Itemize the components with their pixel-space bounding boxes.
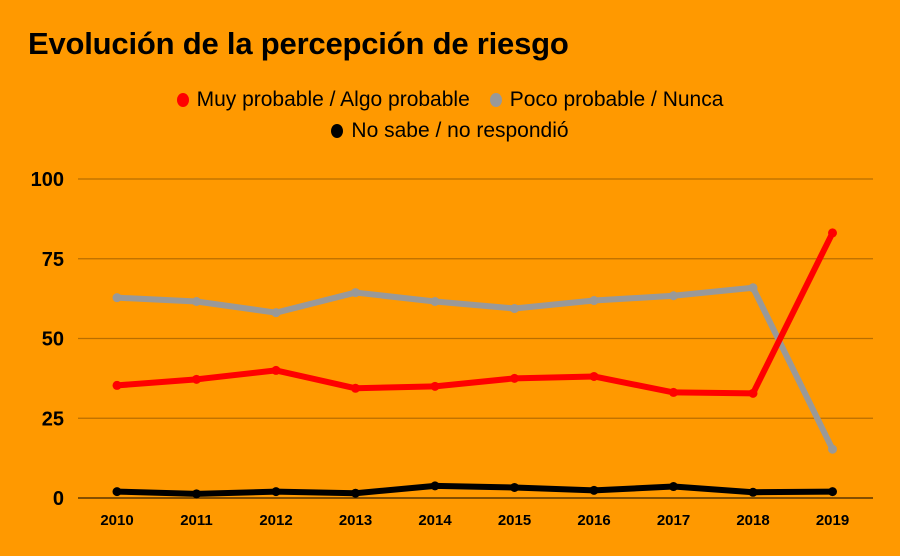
series-line — [114, 229, 836, 397]
chart-title: Evolución de la percepción de riesgo — [28, 26, 569, 61]
legend-row-2: No sabe / no respondió — [0, 119, 900, 143]
series-lines — [112, 228, 837, 499]
series-0 — [112, 228, 837, 398]
data-point — [271, 487, 281, 497]
legend-item-no-sabe: No sabe / no respondió — [331, 119, 569, 143]
legend-marker-gray-icon — [489, 93, 502, 107]
data-point — [271, 365, 281, 375]
x-tick-label: 2016 — [577, 512, 610, 529]
data-point — [112, 487, 122, 497]
data-point — [589, 371, 599, 381]
x-tick-label: 2011 — [180, 512, 213, 529]
y-tick-label: 0 — [53, 488, 64, 510]
series-1 — [112, 283, 837, 454]
x-tick-label: 2017 — [657, 512, 690, 529]
x-tick-label: 2014 — [418, 512, 452, 529]
data-point — [589, 296, 599, 306]
data-point — [748, 283, 758, 293]
data-point — [669, 482, 678, 492]
x-tick-label: 2015 — [498, 512, 531, 529]
legend-label: Muy probable / Algo probable — [196, 88, 470, 111]
data-point — [112, 293, 122, 303]
y-tick-label: 75 — [42, 249, 64, 271]
legend-label: Poco probable / Nunca — [509, 88, 724, 111]
x-tick-label: 2018 — [736, 512, 769, 529]
data-point — [669, 387, 678, 397]
series-2 — [112, 481, 837, 499]
data-point — [669, 291, 678, 301]
legend-marker-red-icon — [176, 93, 189, 107]
legend-item-muy-probable: Muy probable / Algo probable — [176, 88, 470, 112]
data-point — [510, 482, 519, 492]
x-tick-label: 2013 — [339, 512, 372, 529]
data-point — [192, 296, 201, 306]
x-axis-ticks: 2010 2011 2012 2013 2014 2015 2016 2017 2018 2019 — [100, 512, 849, 529]
x-tick-label: 2012 — [259, 512, 292, 529]
legend-marker-black-icon — [331, 124, 344, 138]
data-point — [430, 381, 440, 391]
data-point — [351, 488, 360, 498]
legend-item-poco-probable: Poco probable / Nunca — [489, 88, 724, 112]
legend-row-1: Muy probable / Algo probable Poco probab… — [0, 88, 900, 112]
data-point — [430, 481, 440, 491]
gridlines — [78, 178, 873, 499]
data-point — [430, 296, 440, 306]
data-point — [510, 304, 519, 314]
series-line — [114, 482, 836, 497]
y-tick-label: 100 — [31, 169, 64, 191]
data-point — [351, 288, 360, 298]
data-point — [112, 380, 122, 390]
data-point — [271, 308, 281, 318]
data-point — [828, 444, 837, 454]
x-tick-label: 2019 — [816, 512, 849, 529]
data-point — [192, 374, 201, 384]
data-point — [748, 487, 758, 497]
data-point — [351, 383, 360, 393]
y-tick-label: 50 — [42, 329, 64, 351]
x-tick-label: 2010 — [100, 512, 133, 529]
data-point — [510, 373, 519, 383]
data-point — [748, 388, 758, 398]
data-point — [589, 485, 599, 495]
y-axis-ticks: 0 25 50 75 100 — [31, 169, 64, 510]
data-point — [828, 228, 837, 238]
y-tick-label: 25 — [42, 408, 64, 430]
data-point — [192, 489, 201, 499]
series-line — [114, 284, 836, 453]
legend-label: No sabe / no respondió — [351, 119, 569, 142]
data-point — [828, 487, 837, 497]
